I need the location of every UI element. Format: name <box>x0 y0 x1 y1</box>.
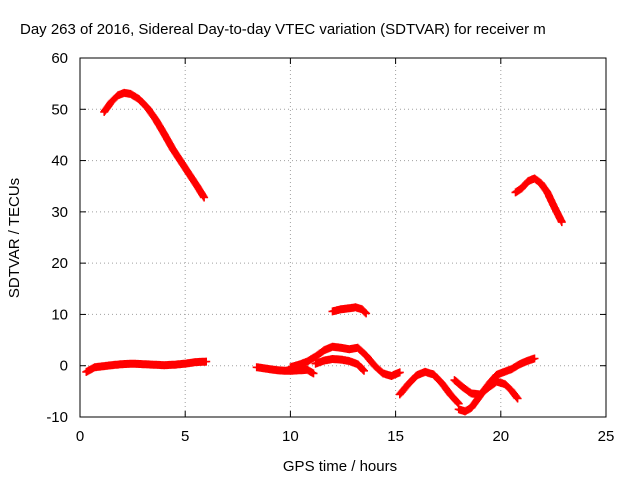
series-arc-6 <box>328 303 371 318</box>
series-arc-2 <box>82 357 211 376</box>
y-axis-label: SDTVAR / TECUs <box>6 178 23 298</box>
series-arc-4 <box>286 342 404 380</box>
chart-title: Day 263 of 2016, Sidereal Day-to-day VTE… <box>20 21 546 38</box>
series-arc-3 <box>252 363 318 378</box>
y-tick-label: 20 <box>51 255 68 272</box>
y-tick-label: 0 <box>60 358 68 375</box>
series-arc-9 <box>450 376 522 403</box>
x-tick-label: 15 <box>387 428 404 445</box>
y-tick-label: 30 <box>51 204 68 221</box>
series-arc-1 <box>100 88 209 202</box>
x-tick-label: 20 <box>492 428 509 445</box>
data-points <box>82 88 566 416</box>
y-tick-label: 40 <box>51 153 68 170</box>
y-tick-label: 60 <box>51 50 68 67</box>
series-arc-5 <box>311 355 368 375</box>
y-tick-label: -10 <box>46 409 68 426</box>
y-tick-label: 10 <box>51 306 68 323</box>
x-tick-label: 0 <box>76 428 84 445</box>
x-tick-label: 10 <box>282 428 299 445</box>
series-arc-7 <box>395 367 463 408</box>
x-tick-label: 5 <box>181 428 189 445</box>
series-arc-10 <box>511 174 566 227</box>
x-tick-label: 25 <box>598 428 615 445</box>
y-tick-label: 50 <box>51 101 68 118</box>
axis-ticks: 0 5 10 15 20 25 -10 0 10 20 30 40 50 60 <box>46 50 614 445</box>
x-axis-label: GPS time / hours <box>283 458 397 475</box>
plot-border <box>79 57 607 418</box>
